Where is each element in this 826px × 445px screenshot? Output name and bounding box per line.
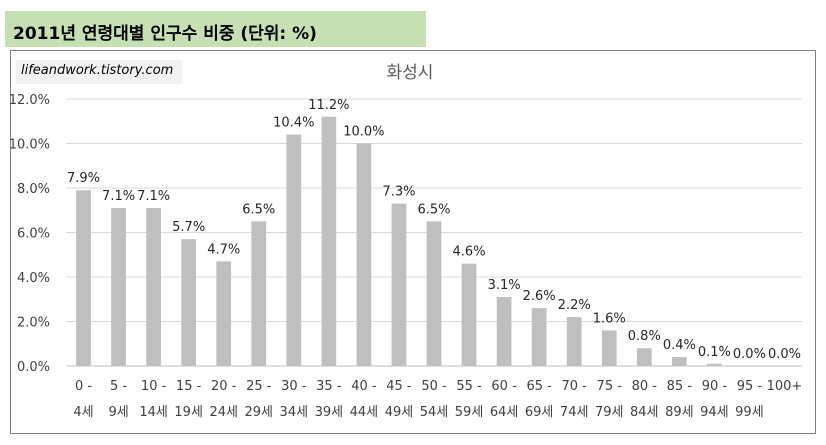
bar	[321, 116, 337, 366]
bar	[356, 143, 372, 366]
x-tick-label: 15 -	[176, 379, 202, 394]
title-banner: 2011년 연령대별 인구수 비중 (단위: %)	[5, 11, 426, 47]
bar	[461, 263, 477, 366]
data-label: 4.6%	[453, 245, 486, 260]
bar	[286, 134, 302, 366]
y-tick-label: 2.0%	[17, 316, 50, 331]
watermark-text: lifeandwork.tistory.com	[21, 63, 174, 78]
x-tick-label: 45 -	[386, 379, 412, 394]
bar	[426, 221, 442, 366]
x-tick-label: 90 -	[702, 379, 728, 394]
data-label: 11.2%	[308, 98, 349, 113]
data-labels: 7.9%7.1% 7.1%5.7%4.7%6.5%10.4%11.2%10.0%7…	[67, 98, 801, 362]
x-tick-label: 35 -	[316, 379, 342, 394]
x-tick-label: 55 -	[456, 379, 482, 394]
x-tick-label: 100+	[767, 379, 803, 394]
y-tick-label: 6.0%	[17, 227, 50, 242]
chart-title: 화성시	[387, 63, 434, 83]
x-tick-label: 85 -	[667, 379, 693, 394]
bar	[216, 261, 232, 366]
data-label: 10.0%	[343, 125, 384, 140]
data-label: 3.1%	[488, 278, 521, 293]
x-tick-label: 74세	[560, 405, 589, 420]
x-tick-label: 95 -	[737, 379, 763, 394]
bar	[111, 208, 126, 366]
bar	[391, 203, 407, 366]
x-tick-label: 99세	[735, 405, 764, 420]
y-tick-label: 12.0%	[9, 93, 50, 108]
data-label: 7.9%	[67, 171, 100, 186]
data-label: 6.5%	[417, 202, 450, 217]
y-tick-label: 10.0%	[9, 138, 50, 153]
data-label: 1.6%	[593, 311, 626, 326]
x-tick-label: 39세	[315, 405, 344, 420]
bar	[671, 357, 687, 366]
x-tick-label: 94세	[700, 405, 729, 420]
x-tick-label: 40 -	[351, 379, 377, 394]
bar	[707, 363, 722, 366]
data-label: 2.2%	[558, 298, 591, 313]
x-tick-label: 14세	[139, 405, 168, 420]
data-label: 6.5%	[242, 202, 275, 217]
watermark: lifeandwork.tistory.com	[16, 60, 182, 84]
y-tick-label: 0.0%	[17, 360, 50, 375]
bar	[636, 348, 652, 366]
x-tick-label: 89세	[665, 405, 694, 420]
data-label: 0.8%	[628, 329, 661, 344]
data-label: 5.7%	[172, 220, 205, 235]
x-tick-label: 25 -	[246, 379, 272, 394]
chart-frame	[10, 50, 816, 434]
x-axis: 0 - 4세 5 - 9세 10 - 14세 15 - 19세 20 - 24세 25 - 29세 30…	[73, 379, 802, 420]
bar	[566, 317, 582, 366]
bar	[496, 297, 512, 366]
bar	[531, 308, 547, 366]
data-label: 2.6%	[523, 289, 556, 304]
x-tick-label: 75 -	[597, 379, 623, 394]
bar	[76, 190, 91, 366]
data-label: 0.4%	[663, 338, 696, 353]
x-tick-label: 64세	[490, 405, 519, 420]
x-tick-label: 65 -	[526, 379, 552, 394]
data-label: 0.1%	[698, 345, 731, 360]
x-tick-label: 80 -	[632, 379, 658, 394]
x-tick-label: 4세	[73, 405, 93, 420]
x-tick-label: 60 -	[491, 379, 517, 394]
x-tick-label: 50 -	[421, 379, 447, 394]
x-tick-label: 54세	[420, 405, 449, 420]
y-tick-label: 8.0%	[17, 182, 50, 197]
x-tick-label: 34세	[280, 405, 309, 420]
bar	[251, 221, 267, 366]
bar	[601, 330, 617, 366]
x-tick-label: 84세	[630, 405, 659, 420]
bars	[76, 116, 722, 366]
x-tick-label: 24세	[209, 405, 238, 420]
data-label: 7.3%	[382, 185, 415, 200]
x-tick-label: 79세	[595, 405, 624, 420]
data-label: 0.0%	[733, 347, 766, 362]
x-tick-label: 69세	[525, 405, 554, 420]
x-tick-label: 29세	[245, 405, 274, 420]
data-label: 0.0%	[768, 347, 801, 362]
x-tick-label: 5 -	[110, 379, 127, 394]
x-tick-label: 20 -	[211, 379, 237, 394]
data-label: 7.1%	[102, 189, 135, 204]
bar	[181, 239, 197, 366]
x-tick-label: 59세	[455, 405, 484, 420]
x-tick-label: 19세	[174, 405, 203, 420]
y-axis: 0.0% 2.0% 4.0% 6.0% 8.0% 10.0% 12.0%	[9, 93, 50, 375]
x-tick-label: 10 -	[141, 379, 167, 394]
page-title: 2011년 연령대별 인구수 비중 (단위: %)	[13, 24, 317, 44]
y-tick-label: 4.0%	[17, 271, 50, 286]
x-tick-label: 9세	[108, 405, 128, 420]
x-tick-label: 0 -	[75, 379, 92, 394]
x-tick-label: 49세	[385, 405, 414, 420]
bar	[146, 208, 161, 366]
x-tick-label: 70 -	[562, 379, 588, 394]
x-tick-label: 44세	[350, 405, 379, 420]
data-label: 10.4%	[273, 116, 314, 131]
data-label: 7.1%	[137, 189, 170, 204]
x-tick-label: 30 -	[281, 379, 307, 394]
data-label: 4.7%	[207, 242, 240, 257]
